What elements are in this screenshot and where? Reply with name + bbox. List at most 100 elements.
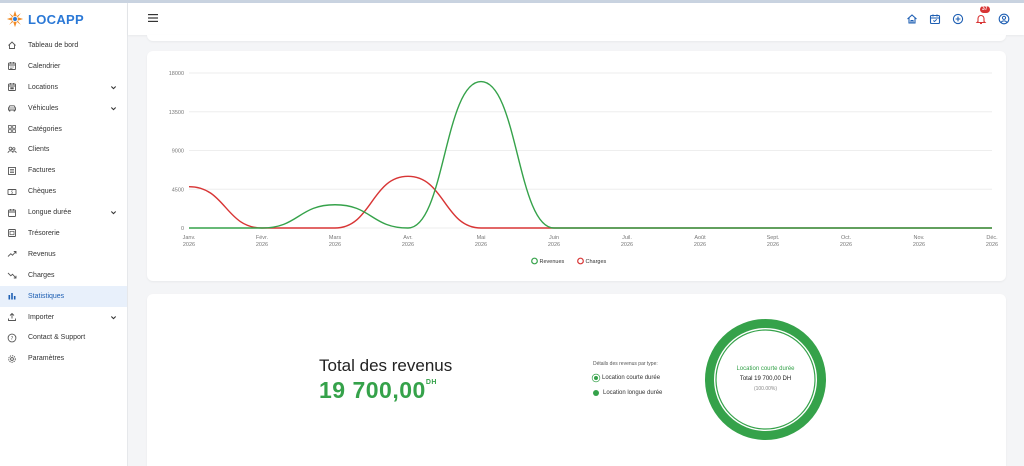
sidebar-item-factures[interactable]: Factures [0,160,127,181]
calendar-car-icon [7,82,17,92]
x-tick-label: Févr. 2026 [256,235,269,248]
donut-type-name: Location courte durée [736,366,795,372]
sidebar-item-label: Locations [28,83,58,91]
donut-percent: (100.00%) [753,386,778,392]
trend-up-icon [7,249,17,259]
bar-chart-icon [7,291,17,301]
revenue-amount-value: 19 700,00 [319,377,426,403]
revenue-type-label: Location longue durée [603,390,663,396]
bell-icon[interactable]: 37 [975,6,990,25]
sidebar-item-label: Tableau de bord [28,41,79,49]
treasury-icon [7,228,17,238]
y-tick-label: 13500 [169,110,184,116]
sidebar-item-calendrier[interactable]: Calendrier [0,56,127,77]
donut-inner-ring [715,329,816,430]
x-tick-label: Août 2026 [694,235,706,248]
user-icon[interactable] [998,12,1010,25]
x-tick-label: Nov. 2026 [913,235,925,248]
revenue-type-item[interactable]: Location courte durée [593,375,660,381]
sidebar-item-longue-duree[interactable]: Longue durée [0,202,127,223]
sidebar-item-label: Factures [28,167,56,175]
sidebar-item-tableau-de-bord[interactable]: Tableau de bord [0,35,127,56]
legend-label[interactable]: Charges [586,259,607,265]
series-line-revenues[interactable] [188,80,992,229]
sidebar-item-contact-support[interactable]: ? Contact & Support [0,327,127,348]
x-tick-label: Janv. 2026 [183,235,196,248]
chevron-down-icon[interactable] [110,84,117,91]
sidebar-item-clients[interactable]: Clients [0,139,127,160]
chevron-down-icon[interactable] [110,314,117,321]
top-header: 37 [128,3,1024,35]
revenue-donut-chart [705,319,826,440]
grid-icon [7,124,17,134]
plus-circle-icon[interactable] [952,12,964,25]
sidebar-item-locations[interactable]: Locations [0,77,127,98]
help-icon: ? [7,333,17,343]
revenue-currency: DH [425,379,437,386]
chevron-down-icon[interactable] [110,105,117,112]
x-tick-label: Mai 2026 [475,235,487,248]
calendar-icon[interactable] [929,12,941,25]
x-tick-label: Mars 2026 [329,235,341,248]
sidebar-item-revenus[interactable]: Revenus [0,244,127,265]
x-tick-label: Avr. 2026 [402,235,414,248]
sidebar-item-statistiques[interactable]: Statistiques [0,285,127,307]
logo[interactable]: LOCAPP [0,3,127,35]
sidebar-item-label: Trésorerie [28,229,60,237]
sidebar-item-label: Contact & Support [28,334,86,342]
top-strip [0,0,1024,3]
home-icon [7,40,17,50]
sidebar-item-label: Clients [28,146,50,154]
sidebar-item-importer[interactable]: Importer [0,307,127,328]
sidebar-item-label: Revenus [28,250,56,258]
legend-dot-icon [594,376,598,380]
sidebar-item-label: Longue durée [28,209,72,217]
x-tick-label: Juin 2026 [548,235,560,248]
chevron-down-icon[interactable] [110,209,117,216]
sidebar-item-tresorerie[interactable]: Trésorerie [0,223,127,244]
upload-icon [7,312,17,322]
revenue-amount: 19 700,00DH [319,377,437,404]
legend-label[interactable]: Revenues [540,259,565,265]
gear-icon [7,354,17,364]
revenue-title: Total des revenus [319,356,453,375]
app-name: LOCAPP [28,11,84,27]
sidebar-item-cheques[interactable]: $ Chèques [0,181,127,202]
sidebar-item-label: Catégories [28,125,62,133]
y-tick-label: 0 [181,226,184,232]
sidebar-item-label: Importer [28,313,55,321]
home-icon[interactable] [906,12,918,24]
revenue-type-label: Location courte durée [602,375,661,381]
car-icon [7,103,17,113]
legend-marker[interactable] [531,257,538,265]
sidebar-nav: Tableau de bord Calendrier Locations Véhicu… [0,35,127,369]
calendar-long-icon [7,208,17,218]
donut-slice[interactable] [705,319,826,440]
sidebar-item-label: Calendrier [28,62,61,70]
statistics-chart-card: 0 4500 9000 13500 18000 Janv. 2026 Févr. 2026 Mar… [147,51,1006,281]
notification-badge: 37 [980,6,990,13]
users-icon [7,145,17,155]
x-tick-label: Oct. 2026 [840,235,852,248]
sidebar-item-vehicules[interactable]: Véhicules [0,98,127,119]
sidebar-item-label: Véhicules [28,104,59,112]
y-tick-label: 18000 [169,71,184,77]
legend-marker[interactable] [577,257,584,265]
donut-total: Total 19 700,00 DH [739,376,792,382]
legend-dot-icon [593,390,599,396]
calendar-icon [7,61,17,71]
svg-text:?: ? [11,336,14,342]
donut-center-label: Location courte durée Total 19 700,00 DH… [704,366,827,392]
sidebar-item-parametres[interactable]: Paramètres [0,348,127,369]
logo-icon [6,10,24,28]
y-tick-label: 9000 [172,149,184,155]
revenue-type-item[interactable]: Location longue durée [593,390,662,396]
sidebar: LOCAPP Tableau de bord Calendrier Location… [0,3,128,466]
revenues-charges-line-chart: 0 4500 9000 13500 18000 Janv. 2026 Févr. 2026 Mar… [169,71,998,265]
sidebar-item-categories[interactable]: Catégories [0,119,127,140]
sidebar-item-charges[interactable]: Charges [0,265,127,286]
menu-icon[interactable] [148,14,158,22]
series-line-charges[interactable] [188,175,992,229]
sidebar-item-label: Charges [28,271,55,279]
revenue-summary-card: Total des revenus 19 700,00DH Détails de… [147,294,1006,466]
